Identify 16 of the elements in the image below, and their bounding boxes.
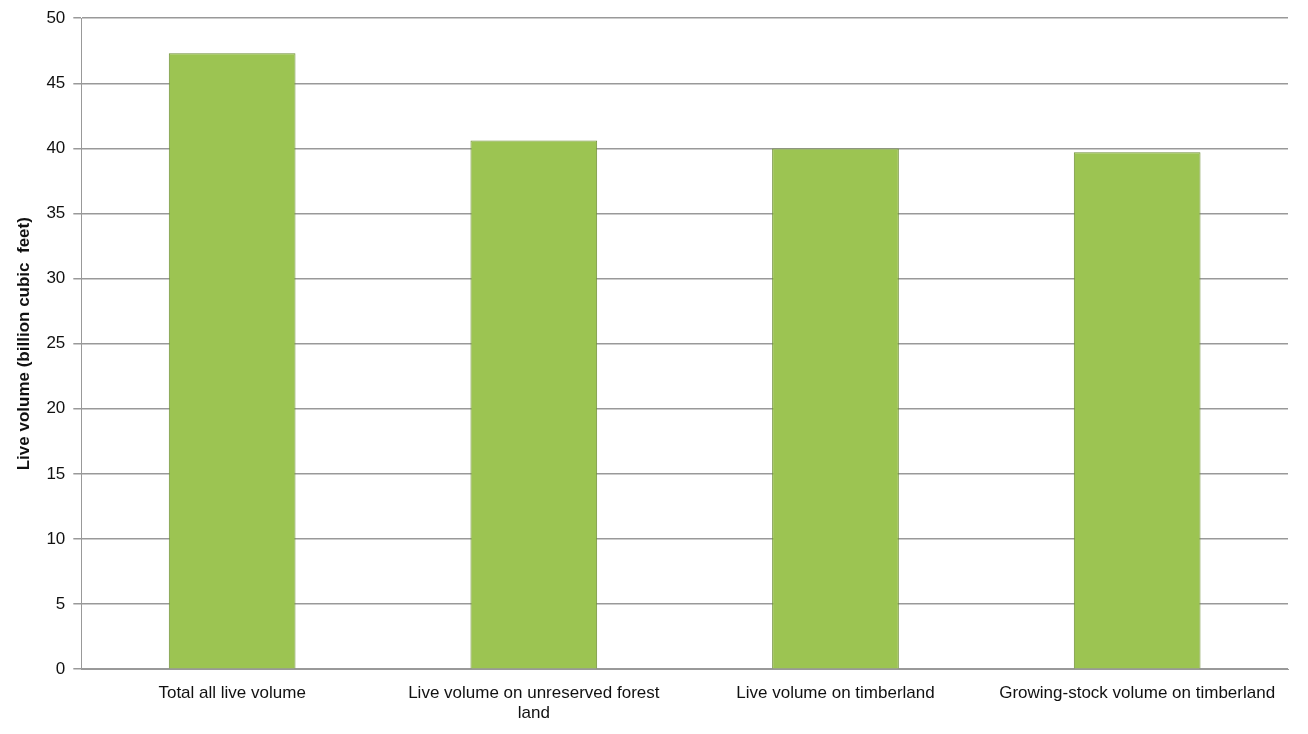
- y-tick-label: 50: [46, 7, 66, 27]
- y-tick-label: 45: [46, 72, 66, 92]
- y-tick-label: 20: [46, 398, 66, 418]
- y-tick-label: 15: [46, 463, 66, 483]
- y-tick-label: 25: [46, 333, 66, 353]
- y-axis-title: Live volume (billion cubic feet): [13, 217, 33, 471]
- y-tick-label: 10: [46, 528, 66, 548]
- x-tick-label: Total all live volume: [158, 683, 306, 703]
- x-tick-label: Growing-stock volume on timberland: [999, 683, 1276, 703]
- x-tick-label: Live volume on timberland: [736, 683, 935, 703]
- y-tick-label: 0: [55, 658, 66, 678]
- y-tick-label: 35: [46, 203, 66, 223]
- y-tick-label: 40: [46, 138, 66, 158]
- y-tick-label: 5: [55, 593, 66, 613]
- x-tick-label: Live volume on unreserved forest land: [408, 683, 660, 723]
- y-tick-label: 30: [46, 268, 66, 288]
